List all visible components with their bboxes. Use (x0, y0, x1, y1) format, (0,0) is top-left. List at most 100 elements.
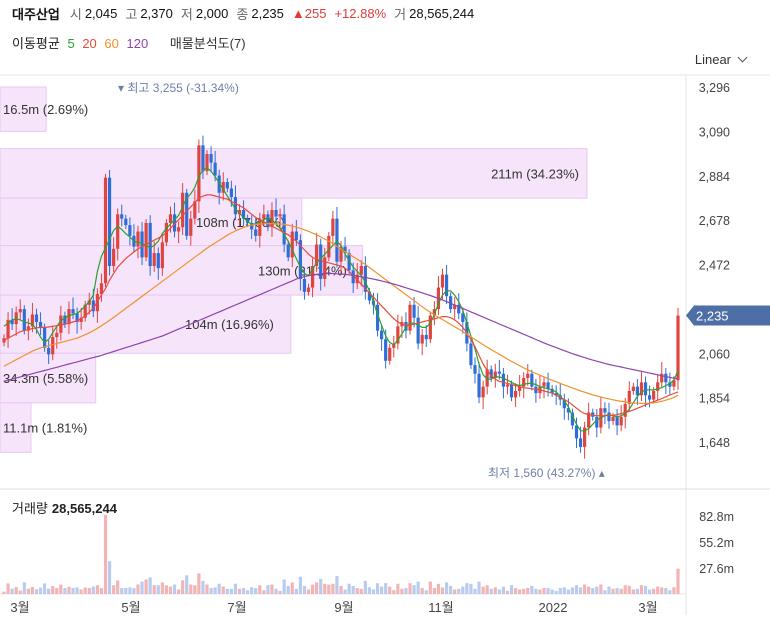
x-tick-label: 7월 (227, 600, 246, 615)
candle-body (473, 365, 477, 374)
ma-line-60 (3, 223, 679, 404)
candle-body (148, 222, 152, 267)
volume-bar (75, 587, 79, 594)
candle-body (587, 412, 591, 428)
candle-body (404, 322, 408, 331)
candle-body (591, 412, 595, 417)
candle-body (432, 309, 436, 316)
volume-bar (643, 585, 648, 594)
candle-body (461, 313, 465, 323)
volume-bar (34, 589, 39, 594)
volume-bar (262, 590, 266, 594)
volume-bar (432, 588, 436, 594)
candle-body (136, 231, 140, 247)
y-tick-label: 2,472 (699, 259, 730, 273)
candle-body (420, 334, 424, 344)
candle-body (254, 229, 258, 236)
candle-body (611, 416, 615, 422)
candle-body (241, 210, 246, 219)
volume-bar (83, 587, 87, 594)
volume-bar (250, 587, 254, 594)
candle-body (140, 231, 144, 258)
candle-body (327, 235, 331, 258)
candle-body (221, 181, 225, 193)
candle-body (380, 330, 384, 340)
candle-body (384, 339, 388, 361)
candle-body (302, 278, 307, 292)
volume-bar (587, 586, 591, 594)
x-tick-label: 5월 (121, 600, 140, 615)
volume-bar (672, 587, 676, 594)
volume-bar (473, 588, 477, 594)
volume-bar (375, 583, 380, 594)
scale-selector[interactable]: Linear (695, 52, 748, 67)
high-annotation: ▾ 최고 3,255 (-31.34%) (118, 81, 239, 95)
candle-body (55, 332, 59, 338)
volume-bar (38, 587, 43, 594)
volume-bar (660, 587, 664, 594)
candle-body (481, 386, 485, 398)
volume-profile-bar (0, 402, 32, 453)
volume-bar (237, 588, 242, 594)
volume-bar (424, 590, 428, 594)
volume-bar (290, 582, 294, 594)
volume-bar (538, 589, 542, 594)
candle-body (619, 416, 623, 426)
candle-body (647, 395, 652, 400)
candle-body (294, 231, 298, 241)
volume-bar (112, 585, 116, 594)
volume-bar (416, 581, 420, 594)
volume-bar (343, 589, 347, 594)
candle-body (676, 315, 680, 381)
candle-body (229, 188, 233, 198)
volume-bar (71, 587, 75, 594)
candle-body (440, 274, 445, 288)
volume-bar (591, 587, 595, 594)
volume-bar (193, 585, 197, 594)
candle-body (34, 314, 39, 323)
volume-bar (550, 589, 554, 594)
volume-bar (148, 577, 152, 594)
volume-panel-value: 28,565,244 (51, 501, 117, 516)
candle-body (550, 388, 554, 394)
volume-bar (302, 585, 307, 594)
candle-body (282, 214, 286, 245)
volume-bar (509, 585, 514, 594)
candle-body (355, 274, 359, 284)
close-label: 종 (236, 6, 249, 22)
volume-bar (635, 588, 639, 594)
candle-body (71, 309, 75, 314)
candle-body (489, 369, 493, 379)
volume-bar (501, 586, 506, 594)
candle-body (574, 425, 579, 439)
candle-body (562, 399, 566, 409)
low-label: 저 (180, 6, 193, 22)
volume-bar (331, 583, 335, 594)
volume-bar (225, 588, 229, 594)
volume-bar (436, 583, 441, 594)
moving-average-legend[interactable]: 이동평균 5 20 60 120 매물분석도(7) (12, 33, 250, 52)
volume-bar (22, 582, 26, 594)
candle-body (6, 319, 10, 339)
candle-body (522, 378, 526, 387)
volume-profile-label: 211m (34.23%) (491, 166, 579, 181)
volume-bar (10, 588, 14, 594)
volume-bar (623, 585, 627, 594)
volume-bar (570, 587, 575, 594)
candle-body (388, 347, 392, 361)
candle-body (367, 291, 372, 301)
candle-body (124, 218, 128, 226)
price-change-pct: +12.88% (334, 5, 387, 21)
candle-body (627, 390, 631, 404)
candle-body (570, 412, 575, 426)
volume-bar (79, 589, 83, 594)
candle-body (526, 373, 530, 379)
volume-bar (128, 587, 132, 594)
volume-bar (408, 583, 412, 594)
candle-body (67, 309, 71, 325)
volume-tick-label: 55.2m (699, 536, 734, 550)
stock-name: 대주산업 (12, 6, 60, 22)
volume-profile-toggle[interactable]: 매물분석도(7) (169, 36, 246, 51)
candle-body (509, 384, 514, 398)
